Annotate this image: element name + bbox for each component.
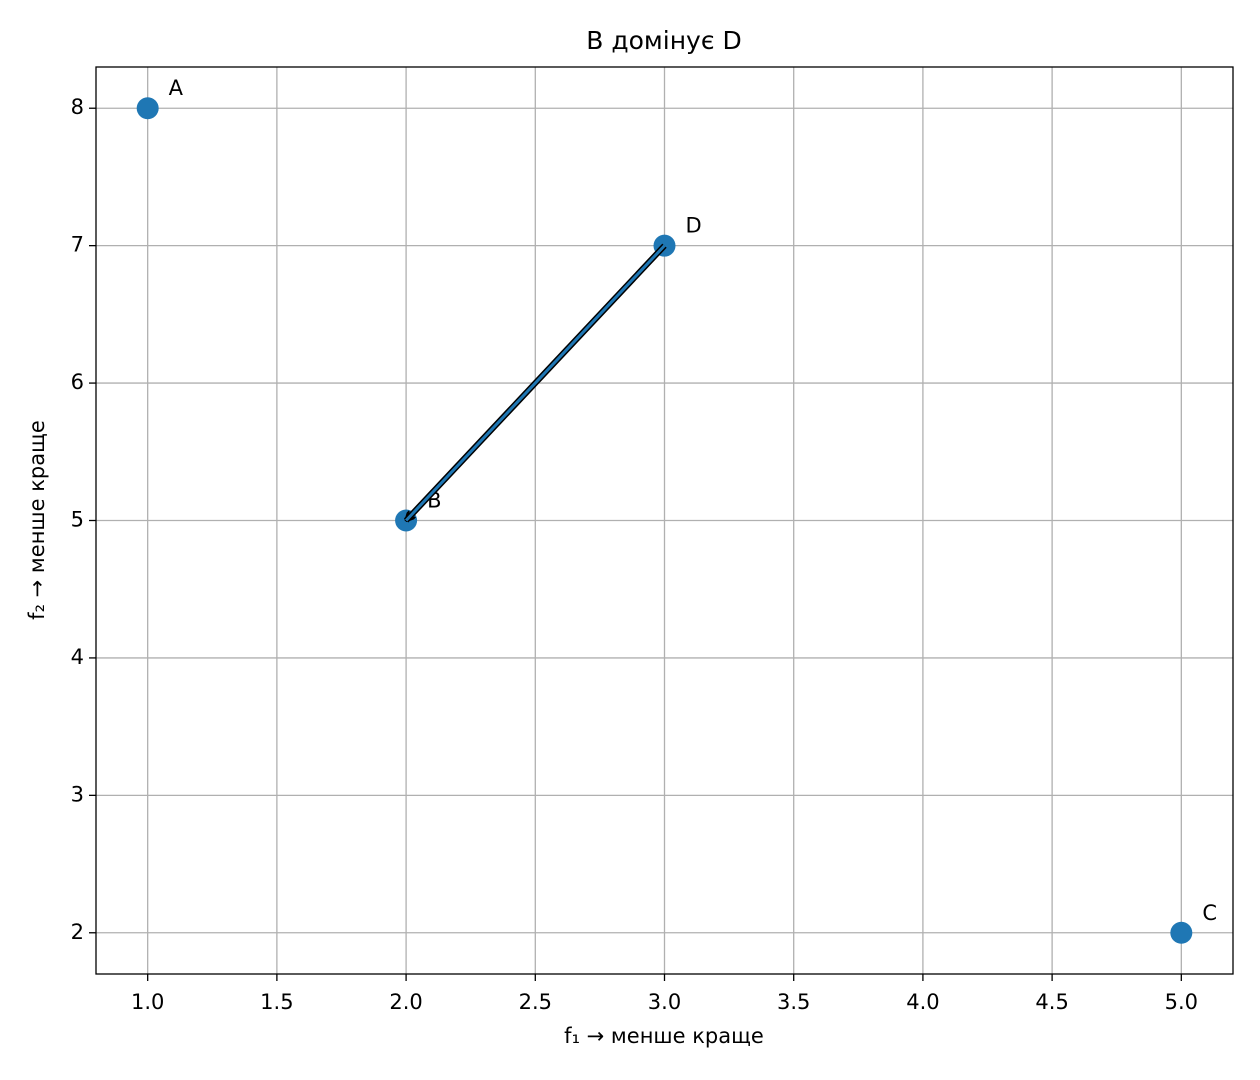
x-axis-label: f₁ → менше краще (564, 1024, 764, 1048)
x-tick-label: 3.5 (777, 990, 810, 1014)
chart-title: B домінує D (586, 26, 742, 55)
y-tick-label: 8 (71, 95, 84, 119)
y-tick-label: 2 (71, 920, 84, 944)
x-tick-label: 5.0 (1165, 990, 1198, 1014)
point (1170, 921, 1193, 944)
x-tick-label: 1.0 (131, 990, 164, 1014)
x-tick-label: 3.0 (648, 990, 681, 1014)
x-tick-label: 2.0 (389, 990, 422, 1014)
x-tick-label: 2.5 (519, 990, 552, 1014)
x-tick-label: 4.0 (906, 990, 939, 1014)
x-tick-label: 1.5 (260, 990, 293, 1014)
point (136, 97, 159, 120)
x-tick-label: 4.5 (1035, 990, 1068, 1014)
plot-frame (95, 66, 1234, 975)
point-label: A (169, 76, 184, 100)
y-axis-label: f₂ → менше краще (25, 420, 49, 620)
y-tick-label: 6 (71, 370, 84, 394)
y-tick-label: 5 (71, 508, 84, 532)
point-label: D (686, 214, 702, 238)
y-tick-label: 3 (71, 782, 84, 806)
y-tick-label: 4 (71, 645, 84, 669)
arrow (404, 244, 666, 522)
point-label: C (1202, 901, 1217, 925)
y-tick-label: 7 (71, 233, 84, 257)
